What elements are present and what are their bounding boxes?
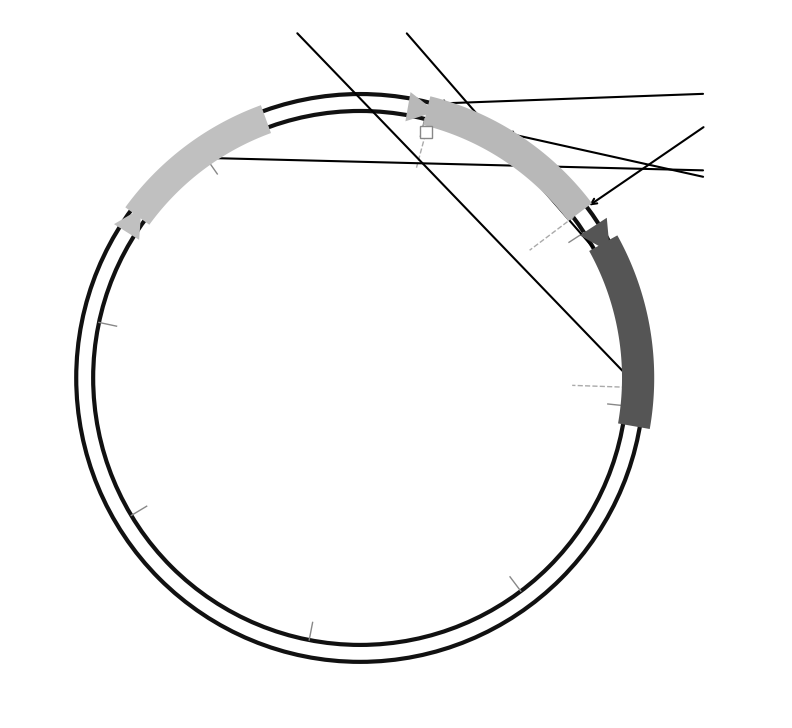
Polygon shape xyxy=(589,235,654,429)
Text: 复制子: 复制子 xyxy=(177,151,197,177)
Text: tac 启动子: tac 启动子 xyxy=(514,213,569,254)
Polygon shape xyxy=(423,96,592,221)
Text: YqaB: YqaB xyxy=(491,122,517,165)
Text: 8000: 8000 xyxy=(640,408,681,411)
Text: FucA: FucA xyxy=(603,317,662,328)
Bar xyxy=(421,126,432,138)
Text: 7000: 7000 xyxy=(529,603,554,636)
Text: tac 启动子: tac 启动子 xyxy=(550,395,619,397)
Text: rrnB T1 终止子: rrnB T1 终止子 xyxy=(415,101,440,197)
Polygon shape xyxy=(125,105,271,225)
Polygon shape xyxy=(580,218,610,252)
Text: 5000: 5000 xyxy=(84,523,119,544)
Text: 3000: 3000 xyxy=(175,114,199,148)
Text: 6000: 6000 xyxy=(299,654,307,695)
Polygon shape xyxy=(114,208,142,240)
Text: 2000: 2000 xyxy=(428,65,438,106)
Text: 1000: 1000 xyxy=(596,202,630,225)
Polygon shape xyxy=(406,92,436,122)
Text: 4000: 4000 xyxy=(44,311,86,320)
